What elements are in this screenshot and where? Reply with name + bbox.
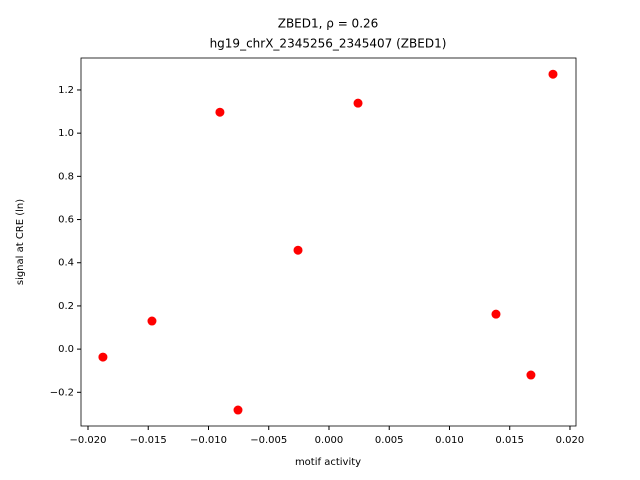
- y-tick-label: −0.2: [50, 387, 74, 398]
- x-tick-label: 0.005: [375, 435, 404, 446]
- point: [233, 405, 243, 415]
- x-tick-label: 0.015: [495, 435, 524, 446]
- y-tick-label: 0.0: [58, 344, 74, 355]
- x-axis-label: motif activity: [295, 457, 361, 468]
- x-tick-label: 0.020: [556, 435, 585, 446]
- y-tick-label: 0.6: [58, 215, 74, 226]
- y-tick-label: 0.4: [58, 258, 74, 269]
- point: [526, 370, 536, 380]
- point: [293, 245, 303, 255]
- x-tick-label: −0.015: [130, 435, 167, 446]
- plot-frame: [80, 57, 577, 427]
- y-tick-label: 0.2: [58, 301, 74, 312]
- y-axis-label: signal at CRE (ln): [15, 199, 26, 285]
- x-tick-label: −0.005: [250, 435, 287, 446]
- x-tick-label: −0.010: [190, 435, 227, 446]
- point: [98, 352, 108, 362]
- x-tick-label: 0.000: [315, 435, 344, 446]
- point: [491, 309, 501, 319]
- point: [353, 98, 363, 108]
- chart-title: ZBED1, ρ = 0.26: [278, 17, 379, 31]
- y-tick-label: 1.2: [58, 85, 74, 96]
- point: [548, 69, 558, 79]
- chart-subtitle: hg19_chrX_2345256_2345407 (ZBED1): [210, 37, 447, 51]
- point: [147, 316, 157, 326]
- y-tick-label: 1.0: [58, 128, 74, 139]
- x-tick-label: −0.020: [69, 435, 106, 446]
- y-tick-label: 0.8: [58, 171, 74, 182]
- point: [215, 107, 225, 117]
- x-tick-label: 0.010: [435, 435, 464, 446]
